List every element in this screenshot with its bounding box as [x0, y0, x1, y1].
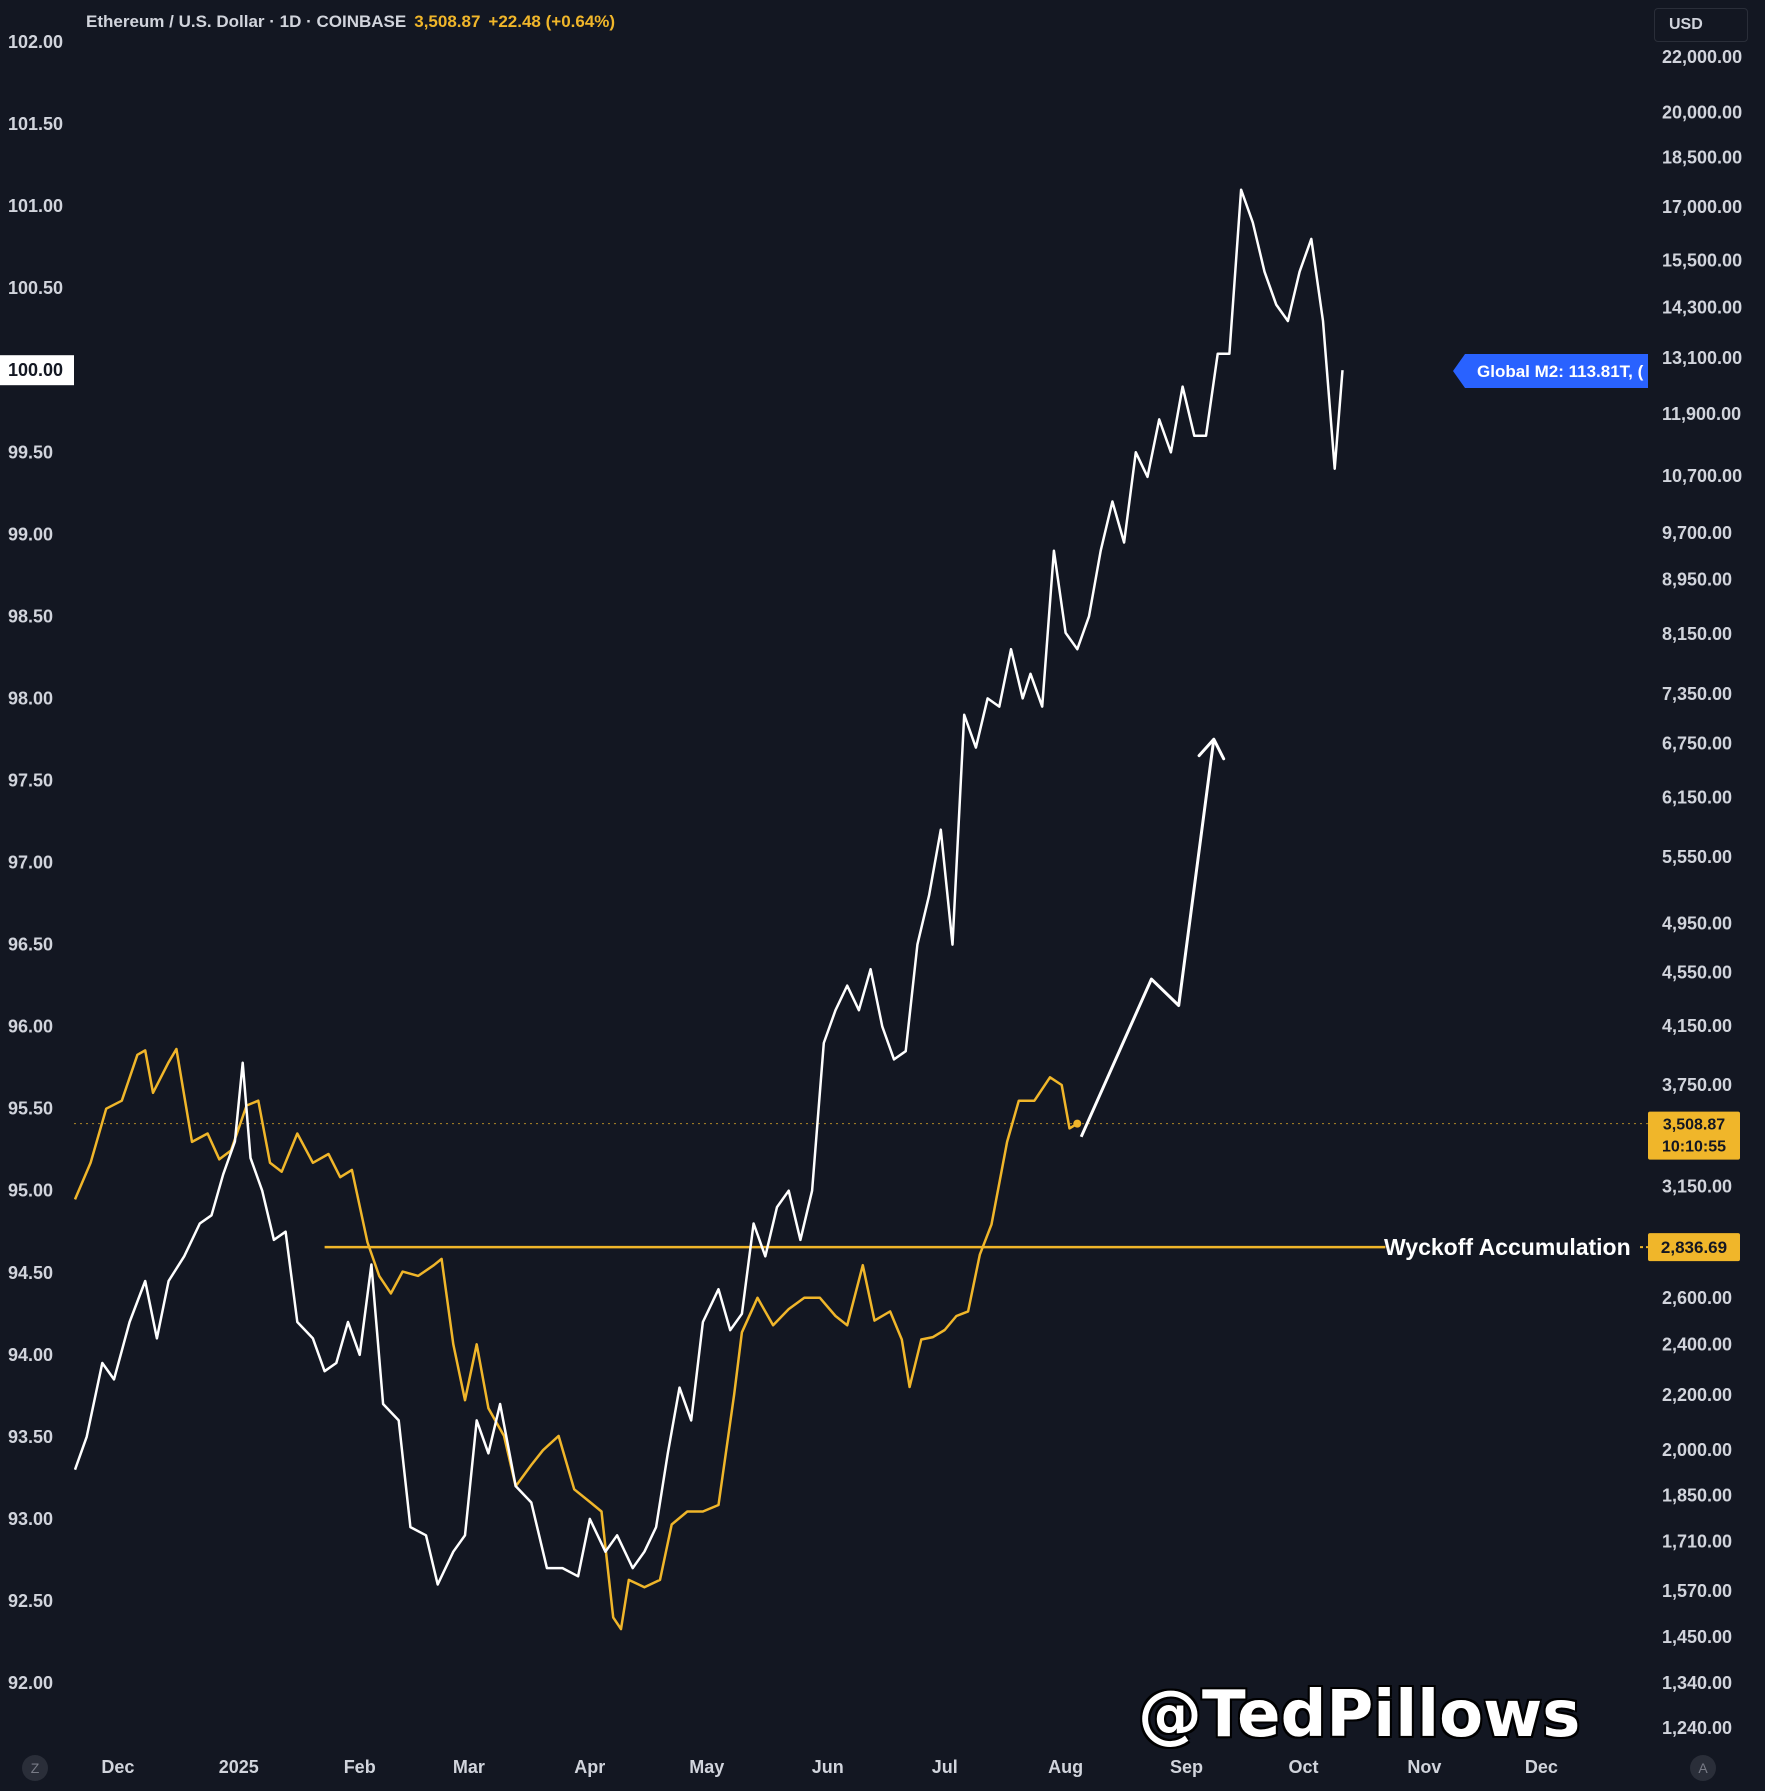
- left-axis-highlight: [0, 355, 74, 386]
- right-tick-label: 2,200.00: [1662, 1385, 1732, 1405]
- time-tick-label: 2025: [219, 1757, 259, 1777]
- time-axis[interactable]: Dec 2025 Feb Mar Apr May Jun Jul Aug Sep Oct Nov Dec: [101, 1757, 1558, 1777]
- right-tick-label: 10,700.00: [1662, 466, 1742, 486]
- right-tick-label: 1,340.00: [1662, 1673, 1732, 1693]
- ethereum-series-line[interactable]: [74, 1047, 1078, 1631]
- right-tick-label: 9,700.00: [1662, 523, 1732, 543]
- left-tick-label: 101.50: [8, 114, 63, 134]
- right-tick-label: 1,570.00: [1662, 1581, 1732, 1601]
- left-tick-label: 92.00: [8, 1673, 53, 1693]
- symbol-header: Ethereum / U.S. Dollar · 1D · COINBASE 3,…: [86, 12, 615, 32]
- left-tick-label: 96.50: [8, 935, 53, 955]
- left-tick-label: 94.50: [8, 1263, 53, 1283]
- right-tick-label: 5,550.00: [1662, 847, 1732, 867]
- left-tick-label: 100.00: [8, 360, 63, 380]
- right-tick-label: 18,500.00: [1662, 148, 1742, 168]
- global-m2-badge-mask: [1648, 354, 1658, 388]
- overlay: Wyckoff Accumulation 2,836.69 3,508.87 10:1…: [1384, 354, 1740, 1262]
- time-tick-label: Sep: [1170, 1757, 1203, 1777]
- right-tick-label: 1,850.00: [1662, 1486, 1732, 1506]
- time-tick-label: Jul: [932, 1757, 958, 1777]
- wyckoff-label: Wyckoff Accumulation: [1384, 1234, 1631, 1260]
- right-tick-label: 1,710.00: [1662, 1531, 1732, 1551]
- left-tick-label: 95.00: [8, 1181, 53, 1201]
- right-tick-label: 11,900.00: [1662, 404, 1741, 424]
- right-tick-label: 2,600.00: [1662, 1288, 1732, 1308]
- left-tick-label: 94.00: [8, 1345, 53, 1365]
- right-tick-label: 15,500.00: [1662, 250, 1742, 270]
- right-tick-label: 14,300.00: [1662, 297, 1742, 317]
- countdown-text: 10:10:55: [1662, 1139, 1726, 1156]
- right-tick-label: 1,450.00: [1662, 1627, 1732, 1647]
- left-tick-label: 102.00: [8, 32, 63, 52]
- left-tick-label: 97.50: [8, 770, 53, 790]
- left-tick-label: 99.00: [8, 524, 53, 544]
- last-price-text: 3,508.87: [1663, 1117, 1725, 1134]
- right-tick-label: 2,000.00: [1662, 1440, 1732, 1460]
- right-tick-label: 2,400.00: [1662, 1334, 1732, 1354]
- time-tick-label: Apr: [574, 1757, 605, 1777]
- right-price-axis[interactable]: 22,000.00 20,000.00 18,500.00 17,000.00 15,5…: [1662, 47, 1742, 1738]
- watermark: @TedPillows: [1138, 1678, 1581, 1752]
- right-tick-label: 8,150.00: [1662, 624, 1732, 644]
- right-tick-label: 4,950.00: [1662, 914, 1732, 934]
- zoom-button[interactable]: Z: [22, 1755, 48, 1781]
- left-tick-label: 96.00: [8, 1017, 53, 1037]
- left-tick-label: 99.50: [8, 442, 53, 462]
- right-tick-label: 22,000.00: [1662, 47, 1742, 67]
- currency-button[interactable]: USD: [1654, 8, 1748, 42]
- left-tick-label: 100.50: [8, 278, 63, 298]
- right-tick-label: 3,750.00: [1662, 1075, 1732, 1095]
- time-tick-label: Nov: [1407, 1757, 1441, 1777]
- global-m2-series-line[interactable]: [74, 188, 1344, 1586]
- left-tick-label: 95.50: [8, 1099, 53, 1119]
- time-tick-label: May: [689, 1757, 724, 1777]
- right-tick-label: 6,750.00: [1662, 733, 1732, 753]
- last-price-dot: [1073, 1119, 1082, 1128]
- price-change: +22.48 (+0.64%): [488, 12, 616, 31]
- right-tick-label: 20,000.00: [1662, 102, 1742, 122]
- wyckoff-price-badge: [1648, 1233, 1740, 1262]
- right-tick-label: 3,150.00: [1662, 1176, 1732, 1196]
- right-tick-label: 7,350.00: [1662, 684, 1732, 704]
- time-tick-label: Oct: [1288, 1757, 1318, 1777]
- right-tick-label: 4,550.00: [1662, 963, 1732, 983]
- right-tick-label: 6,150.00: [1662, 788, 1732, 808]
- symbol-title[interactable]: Ethereum / U.S. Dollar · 1D · COINBASE: [86, 12, 407, 31]
- left-tick-label: 98.00: [8, 688, 53, 708]
- time-tick-label: Dec: [1525, 1757, 1558, 1777]
- left-tick-label: 98.50: [8, 606, 53, 626]
- auto-scale-button[interactable]: A: [1690, 1755, 1716, 1781]
- right-tick-label: 4,150.00: [1662, 1016, 1732, 1036]
- left-tick-label: 97.00: [8, 853, 53, 873]
- time-tick-label: Aug: [1048, 1757, 1083, 1777]
- time-tick-label: Feb: [344, 1757, 376, 1777]
- left-tick-label: 92.50: [8, 1591, 53, 1611]
- time-tick-label: Dec: [101, 1757, 134, 1777]
- right-tick-label: 8,950.00: [1662, 570, 1732, 590]
- time-tick-label: Jun: [812, 1757, 844, 1777]
- time-tick-label: Mar: [453, 1757, 485, 1777]
- global-m2-badge[interactable]: [1453, 354, 1648, 388]
- left-tick-label: 93.00: [8, 1509, 53, 1529]
- left-tick-label: 101.00: [8, 196, 63, 216]
- last-price-badge: [1648, 1111, 1740, 1160]
- projection-arrow-head: [1197, 737, 1226, 761]
- current-price: 3,508.87: [414, 12, 481, 31]
- left-tick-label: 93.50: [8, 1427, 53, 1447]
- left-price-axis[interactable]: 102.00 101.50 101.00 100.50 100.00 99.50 99.00…: [0, 32, 74, 1693]
- wyckoff-price-text: 2,836.69: [1661, 1238, 1727, 1257]
- right-tick-label: 1,240.00: [1662, 1718, 1732, 1738]
- right-tick-label: 13,100.00: [1662, 348, 1742, 368]
- global-m2-label: Global M2: 113.81T, (: [1477, 362, 1644, 381]
- right-tick-label: 17,000.00: [1662, 197, 1742, 217]
- projection-arrow-line: [1079, 739, 1216, 1138]
- plot-area[interactable]: [74, 188, 1648, 1631]
